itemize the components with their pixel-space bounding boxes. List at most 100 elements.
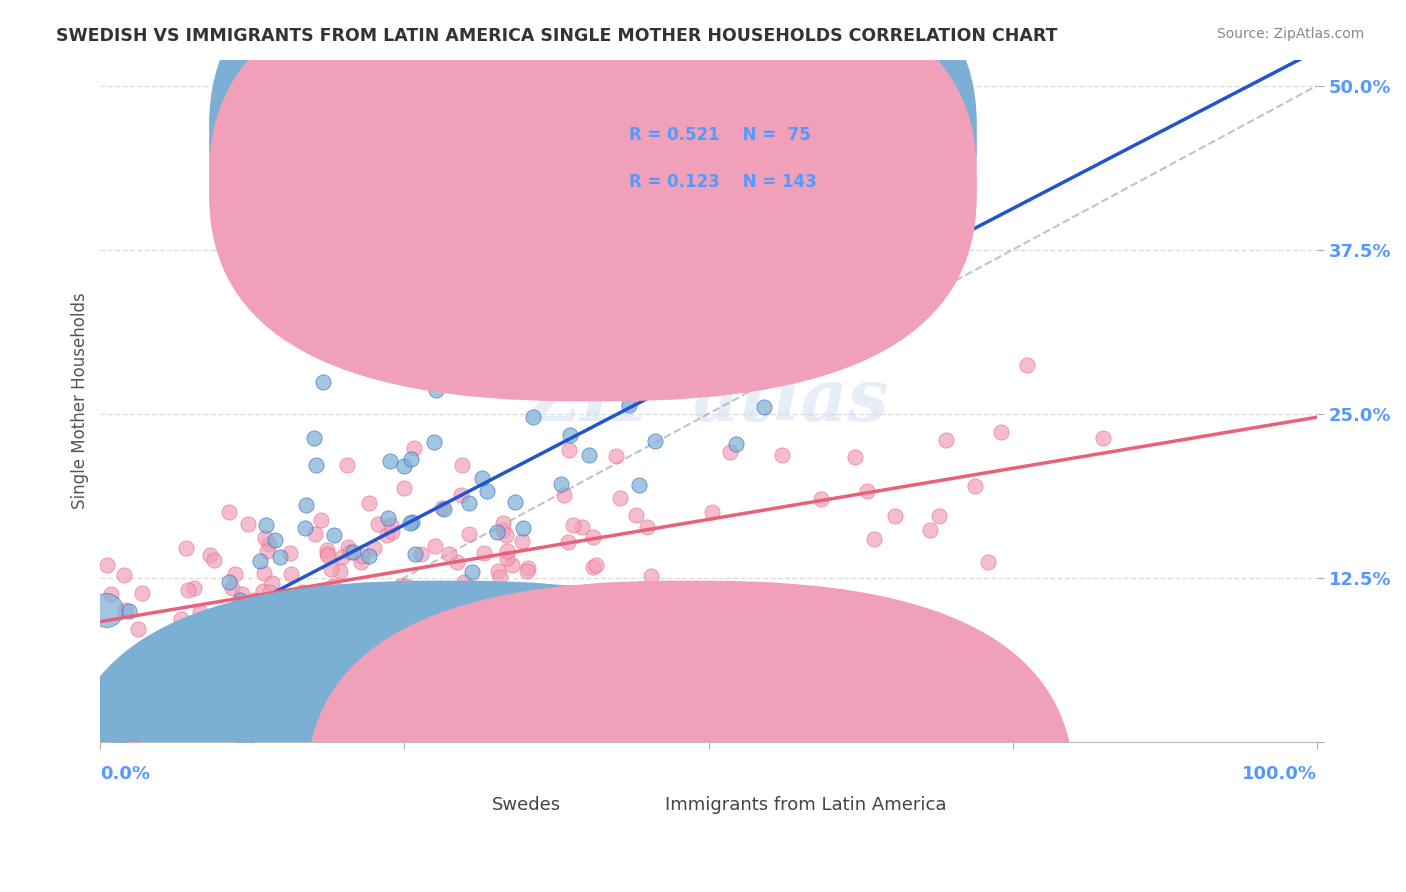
- Point: [439, 595, 461, 609]
- Point: [425, 384, 447, 398]
- Point: [422, 434, 444, 449]
- Point: [264, 533, 287, 548]
- Point: [254, 518, 277, 533]
- Point: [472, 546, 495, 560]
- Point: [399, 516, 422, 530]
- Point: [299, 599, 322, 614]
- Point: [259, 585, 281, 599]
- Point: [762, 356, 785, 370]
- Point: [131, 586, 153, 600]
- FancyBboxPatch shape: [550, 114, 879, 217]
- Point: [522, 409, 544, 424]
- Point: [188, 605, 211, 619]
- Point: [425, 539, 447, 553]
- Point: [430, 501, 453, 516]
- Point: [392, 481, 415, 495]
- Point: [550, 627, 572, 641]
- Point: [394, 603, 416, 617]
- Point: [389, 579, 412, 593]
- Point: [200, 642, 222, 657]
- Point: [278, 546, 301, 560]
- Text: R = 0.521    N =  75: R = 0.521 N = 75: [630, 126, 811, 144]
- Point: [257, 537, 280, 551]
- Point: [481, 701, 503, 715]
- Point: [422, 646, 444, 660]
- Point: [294, 521, 316, 535]
- Point: [312, 376, 335, 390]
- Text: R = 0.123    N = 143: R = 0.123 N = 143: [630, 173, 817, 192]
- Point: [810, 492, 832, 507]
- Point: [221, 581, 243, 595]
- Point: [458, 496, 481, 510]
- Text: 100.0%: 100.0%: [1241, 765, 1316, 783]
- Point: [169, 657, 191, 672]
- Point: [553, 488, 575, 502]
- Point: [495, 543, 517, 558]
- Point: [486, 524, 509, 539]
- Point: [631, 372, 654, 386]
- Point: [305, 458, 328, 472]
- Point: [377, 528, 399, 542]
- Point: [516, 284, 538, 298]
- Point: [935, 433, 957, 447]
- Point: [920, 523, 942, 537]
- Point: [127, 622, 149, 636]
- Point: [447, 596, 470, 610]
- Point: [323, 588, 346, 602]
- Point: [322, 579, 344, 593]
- Point: [486, 565, 509, 579]
- Point: [269, 592, 291, 607]
- Point: [224, 607, 246, 621]
- Point: [965, 479, 987, 493]
- Point: [718, 326, 741, 340]
- Point: [381, 524, 404, 539]
- Point: [856, 484, 879, 499]
- Point: [582, 530, 605, 544]
- Point: [512, 533, 534, 548]
- Point: [368, 597, 391, 611]
- Point: [256, 630, 278, 644]
- Point: [377, 511, 399, 525]
- Point: [363, 541, 385, 555]
- Point: [492, 516, 515, 530]
- Text: 0.0%: 0.0%: [100, 765, 150, 783]
- Point: [253, 531, 276, 545]
- FancyBboxPatch shape: [209, 0, 976, 353]
- Point: [371, 686, 394, 700]
- Point: [174, 541, 197, 556]
- Point: [481, 376, 503, 391]
- Point: [453, 574, 475, 589]
- Point: [578, 448, 600, 462]
- Point: [392, 458, 415, 473]
- Point: [297, 673, 319, 688]
- Point: [617, 398, 640, 412]
- Point: [183, 581, 205, 595]
- FancyBboxPatch shape: [209, 0, 976, 401]
- Point: [976, 555, 998, 569]
- Point: [229, 593, 252, 607]
- Point: [495, 528, 517, 542]
- Point: [610, 582, 633, 597]
- Point: [640, 569, 662, 583]
- Point: [252, 654, 274, 668]
- Point: [191, 618, 214, 632]
- Point: [219, 693, 242, 707]
- Point: [718, 445, 741, 459]
- Point: [314, 598, 336, 612]
- Point: [177, 582, 200, 597]
- Point: [295, 615, 318, 630]
- Point: [177, 661, 200, 675]
- Point: [108, 734, 131, 748]
- Point: [135, 640, 157, 654]
- Point: [392, 647, 415, 661]
- Point: [644, 434, 666, 449]
- Point: [571, 519, 593, 533]
- Point: [294, 498, 316, 512]
- Point: [238, 517, 260, 532]
- Point: [460, 565, 482, 579]
- Point: [505, 495, 527, 509]
- Point: [257, 648, 280, 663]
- Point: [371, 615, 394, 630]
- Point: [165, 658, 187, 673]
- Point: [118, 604, 141, 618]
